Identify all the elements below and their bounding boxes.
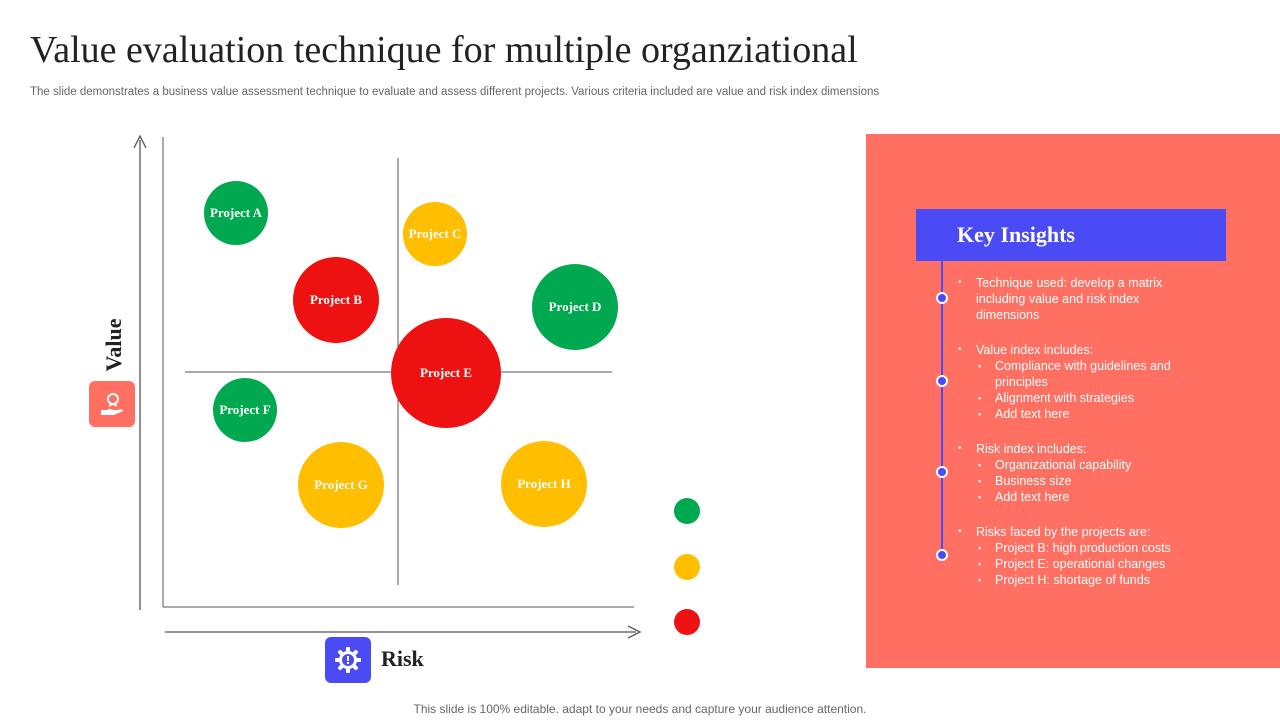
gear-with-warning-icon [325,637,371,683]
value-axis-label: Value [101,318,126,372]
bubble-label: Project E [420,365,472,380]
bubble-label: Project G [314,477,368,492]
bubble-circle [293,257,379,343]
legend-dot [674,609,700,635]
timeline-dot [936,292,948,304]
slide-title: Value evaluation technique for multiple … [30,29,858,71]
color-legend [674,498,700,635]
bubble-label: Project A [210,205,263,220]
timeline-dot [936,549,948,561]
key-insights-title: Key Insights [916,209,1226,261]
insight-sub-bullet: Add text here [958,406,1198,422]
matrix-axes [133,134,642,639]
value-risk-matrix: Project A Project B Project C Project D Proj… [133,134,700,639]
timeline-dot [936,466,948,478]
insight-block: Value index includes:Compliance with gui… [958,342,1198,422]
insight-sub-bullet: Project H: shortage of funds [958,572,1198,588]
project-bubbles: Project A Project B Project C Project D Proj… [204,181,618,528]
project-e-bubble: Project E [391,318,501,428]
slide-subtitle: The slide demonstrates a business value … [30,86,880,98]
timeline-dot [936,375,948,387]
insight-sub-bullet: Project E: operational changes [958,556,1198,572]
slide-footer: This slide is 100% editable. adapt to yo… [413,702,867,716]
project-g-bubble: Project G [298,442,384,528]
insight-sub-bullet: Project B: high production costs [958,540,1198,556]
project-f-bubble: Project F [213,378,277,442]
insight-bullet: Value index includes: [958,342,1198,358]
insight-sub-bullet: Compliance with guidelines and principle… [958,358,1198,390]
insight-bullet: Risks faced by the projects are: [958,524,1198,540]
bubble-label: Project H [517,476,571,491]
insight-sub-bullet: Organizational capability [958,457,1198,473]
bubble-circle [501,441,587,527]
bubble-label: Project B [310,292,362,307]
insight-bullet: Risk index includes: [958,441,1198,457]
bubble-circle [204,181,268,245]
bubble-label: Project C [409,226,462,241]
bubble-circle [213,378,277,442]
legend-dot [674,554,700,580]
bubble-circle [391,318,501,428]
bubble-circle [403,202,467,266]
insight-bullet: Technique used: develop a matrix includi… [958,275,1198,323]
insight-block: Risks faced by the projects are:Project … [958,524,1198,588]
project-c-bubble: Project C [403,202,467,266]
hand-with-medal-icon [89,381,135,427]
bubble-label: Project F [219,402,270,417]
value-arrowhead [133,134,147,149]
insight-sub-bullet: Alignment with strategies [958,390,1198,406]
bubble-circle [298,442,384,528]
project-h-bubble: Project H [501,441,587,527]
risk-axis-label: Risk [381,646,424,671]
bubble-label: Project D [549,299,602,314]
insight-block: Risk index includes:Organizational capab… [958,441,1198,505]
key-insights-panel: Key Insights Technique used: develop a m… [866,134,1280,668]
legend-dot [674,498,700,524]
risk-arrowhead [627,625,642,639]
project-d-bubble: Project D [532,264,618,350]
insight-sub-bullet: Add text here [958,489,1198,505]
project-b-bubble: Project B [293,257,379,343]
insights-list: Technique used: develop a matrix includi… [958,275,1198,607]
insight-block: Technique used: develop a matrix includi… [958,275,1198,323]
bubble-circle [532,264,618,350]
insight-sub-bullet: Business size [958,473,1198,489]
project-a-bubble: Project A [204,181,268,245]
insights-timeline [941,261,943,559]
